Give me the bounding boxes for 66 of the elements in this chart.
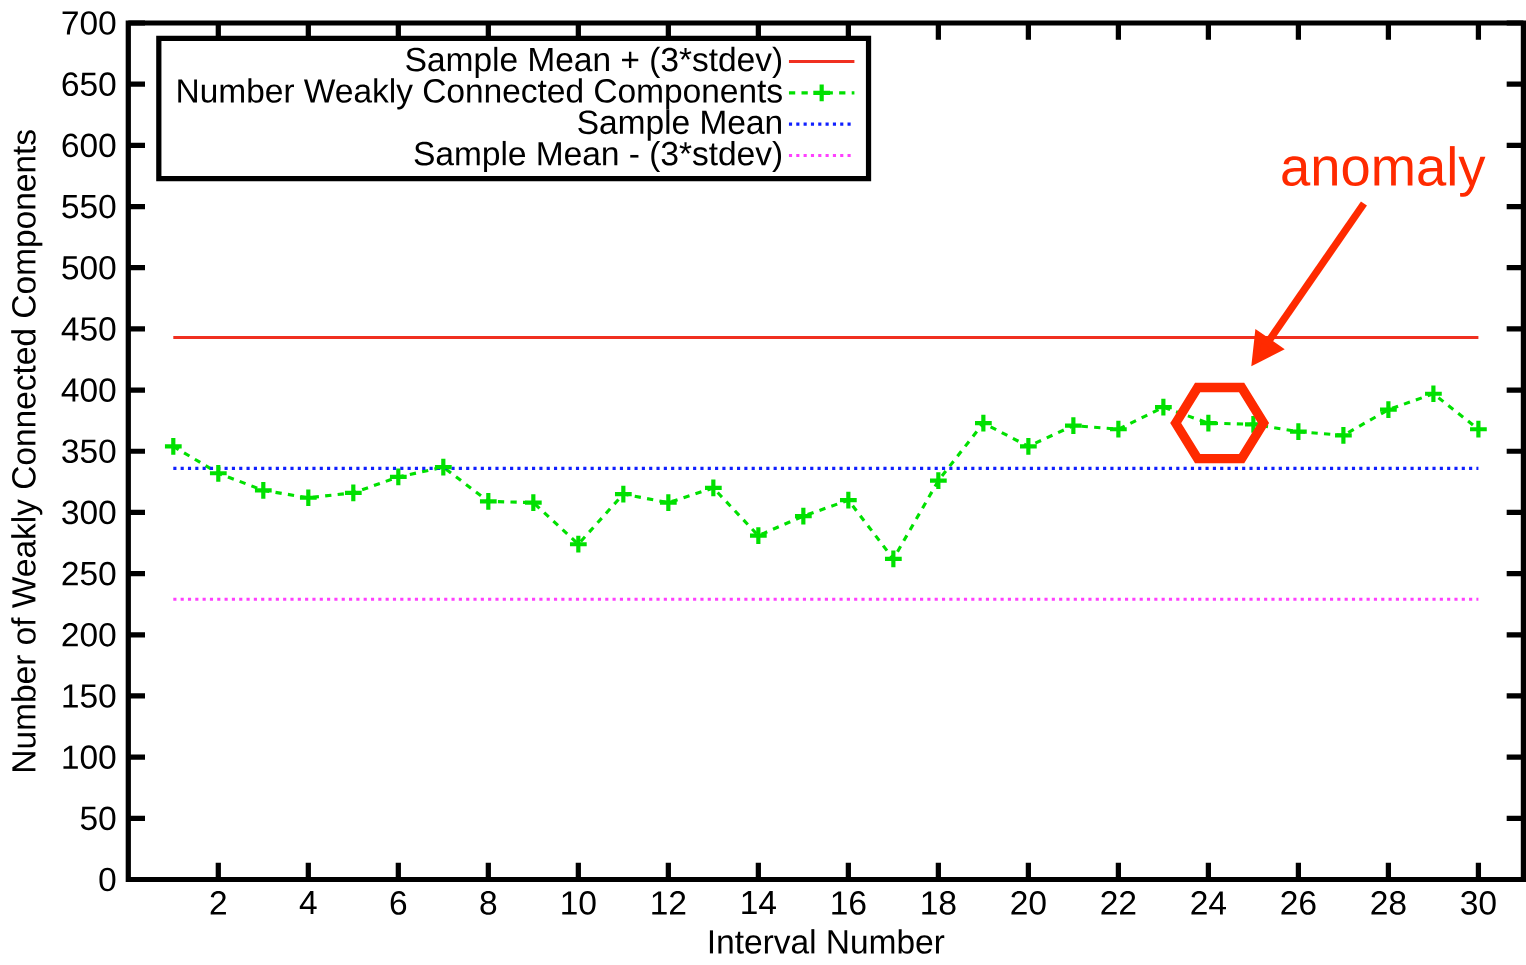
- x-tick-label: 8: [480, 891, 497, 915]
- legend-label: Sample Mean - (3*stdev): [414, 140, 782, 173]
- point: [567, 533, 589, 555]
- y-tick-label: 600: [62, 133, 116, 158]
- point: [1377, 399, 1399, 421]
- x-tick-label: 28: [1371, 891, 1406, 915]
- y-tick-label: 50: [80, 806, 116, 831]
- point: [837, 489, 859, 511]
- x-tick-label: 26: [1281, 891, 1316, 915]
- x-tick-label: 22: [1101, 891, 1136, 915]
- point: [1017, 435, 1039, 457]
- legend-label: Sample Mean + (3*stdev): [406, 46, 782, 79]
- point: [1332, 424, 1354, 446]
- point: [927, 470, 949, 492]
- x-tick-label: 4: [299, 891, 317, 915]
- point: [432, 456, 454, 478]
- x-tick-label: 6: [390, 891, 407, 915]
- y-axis-title: Number of Weakly Connected Components: [11, 130, 43, 771]
- point: [1422, 383, 1444, 405]
- y-tick-label: 450: [61, 317, 116, 341]
- x-tick-label: 2: [210, 891, 226, 915]
- point: [702, 477, 724, 499]
- point: [297, 487, 319, 509]
- y-tick-label: 500: [62, 255, 116, 280]
- point: [342, 482, 364, 504]
- point: [387, 466, 409, 488]
- point: [792, 505, 814, 527]
- legend-label: Number Weakly Connected Components: [178, 78, 782, 110]
- x-tick-label: 14: [742, 891, 776, 915]
- y-tick-label: 650: [62, 72, 116, 97]
- annotation: anomaly: [1282, 146, 1486, 197]
- y-tick-label: 350: [62, 439, 116, 464]
- x-tick-label: 10: [562, 891, 596, 915]
- point: [1467, 418, 1489, 440]
- x-tick-label: 16: [832, 891, 866, 915]
- y-tick-label: 300: [62, 500, 116, 525]
- y-tick-label: 150: [63, 684, 116, 708]
- point: [252, 480, 274, 501]
- point: [477, 491, 499, 512]
- x-tick-label: 20: [1011, 891, 1046, 915]
- point: [747, 525, 769, 547]
- x-tick-label: 30: [1461, 891, 1496, 915]
- y-tick-label: 250: [62, 561, 116, 586]
- legend-label: Sample Mean: [578, 109, 781, 141]
- x-tick-label: 24: [1191, 891, 1226, 915]
- y-tick-label: 0: [99, 867, 116, 892]
- point: [882, 548, 904, 570]
- point: [657, 492, 679, 514]
- x-tick-label: 12: [652, 891, 686, 915]
- x-axis-title: Interval Number: [709, 929, 945, 954]
- y-tick-label: 550: [62, 194, 116, 219]
- y-tick-label: 200: [62, 623, 116, 647]
- y-tick-label: 700: [62, 11, 116, 35]
- point: [522, 492, 544, 514]
- x-tick-label: 18: [922, 891, 956, 915]
- point: [1197, 412, 1219, 434]
- y-tick-label: 100: [63, 745, 116, 770]
- point: [1107, 418, 1129, 440]
- point: [1287, 421, 1309, 443]
- point: [207, 462, 229, 484]
- point: [1152, 396, 1174, 418]
- point: [1062, 415, 1084, 437]
- point: [612, 483, 634, 505]
- point: [972, 412, 994, 434]
- y-tick-label: 400: [61, 378, 116, 402]
- point: [162, 435, 184, 457]
